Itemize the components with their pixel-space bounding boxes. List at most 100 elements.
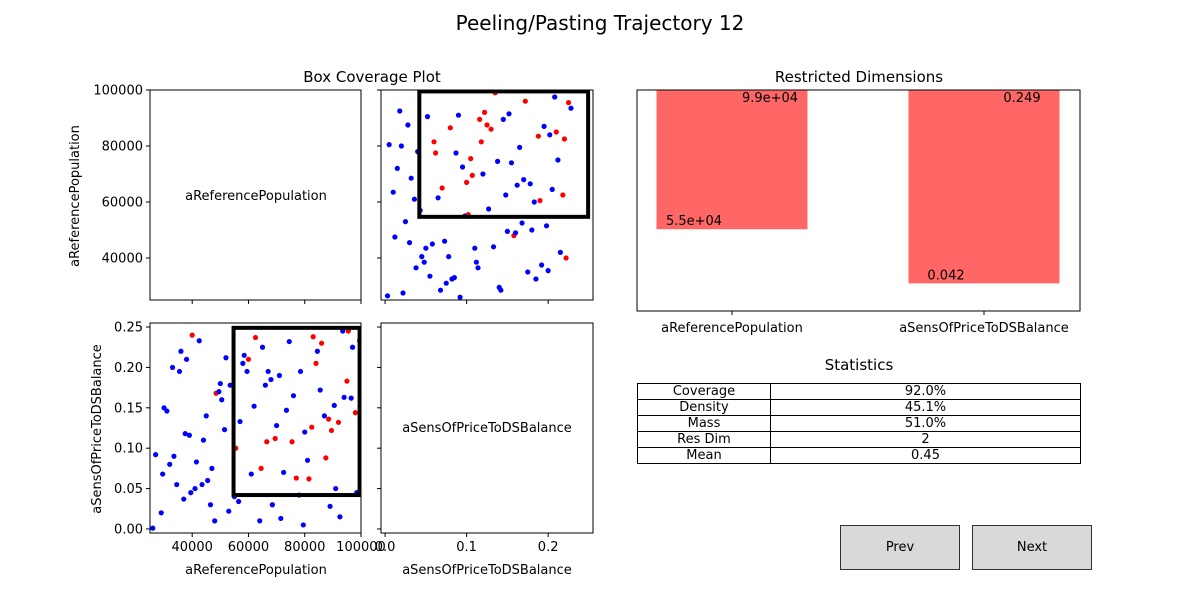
point-out-class	[209, 465, 215, 471]
y-tick-label: 0.25	[114, 321, 143, 336]
point-out-class	[297, 368, 304, 375]
x-tick-label: 0.0	[375, 540, 396, 555]
point-out-class	[217, 380, 223, 387]
point-out-class	[500, 116, 506, 122]
point-in-class	[560, 192, 566, 198]
point-out-class	[183, 356, 190, 362]
point-out-class	[158, 510, 164, 516]
point-out-class	[164, 408, 170, 414]
point-out-class	[405, 122, 411, 128]
point-in-class	[563, 255, 569, 261]
point-out-class	[555, 157, 561, 163]
stats-value: 45.1%	[770, 399, 1081, 416]
stats-row-density: Density 45.1%	[637, 399, 1081, 416]
point-in-class	[431, 139, 437, 145]
point-out-class	[341, 394, 347, 400]
point-in-class	[258, 465, 264, 471]
point-out-class	[174, 481, 180, 488]
point-out-class	[413, 265, 419, 271]
stats-label: Density	[637, 399, 771, 416]
point-out-class	[437, 287, 444, 293]
subplot-diagonal-sens: 0.0 0.1 0.2	[375, 322, 594, 555]
stats-value: 51.0%	[770, 415, 1081, 432]
point-out-class	[321, 413, 328, 419]
point-out-class	[521, 177, 527, 183]
x-tick-label: 0.2	[538, 540, 559, 555]
y-tick-label: 0.00	[114, 522, 143, 537]
point-out-class	[453, 150, 459, 156]
bar-lower-label: 5.5e+04	[666, 214, 722, 229]
box-coverage-title: Box Coverage Plot	[303, 68, 441, 86]
point-out-class	[181, 496, 187, 502]
x-tick-label: 80000	[284, 540, 325, 555]
y-axis-label-sens: aSensOfPriceToDSBalance	[90, 344, 105, 514]
point-out-class	[519, 220, 525, 226]
point-out-class	[188, 490, 194, 496]
x-tick-label: 100000	[336, 540, 386, 555]
point-out-class	[427, 273, 433, 279]
point-in-class	[313, 360, 319, 366]
axes-frame	[149, 89, 362, 301]
point-out-class	[400, 290, 406, 296]
y-tick-label: 0.05	[114, 482, 143, 497]
x-tick-label: 40000	[172, 540, 213, 555]
stats-row-mass: Mass 51.0%	[637, 415, 1081, 432]
point-in-class	[326, 416, 332, 422]
point-out-class	[397, 108, 403, 114]
point-in-class	[468, 156, 474, 162]
point-out-class	[543, 223, 550, 229]
point-out-class	[547, 132, 553, 138]
point-in-class	[264, 439, 270, 445]
subplot-sens-vs-population	[377, 89, 594, 304]
point-out-class	[531, 199, 537, 205]
point-out-class	[506, 111, 512, 117]
point-out-class	[281, 469, 287, 476]
bar-category-label: aReferencePopulation	[661, 321, 803, 336]
point-in-class	[537, 198, 543, 204]
point-out-class	[390, 189, 396, 195]
axes-frame	[380, 89, 594, 301]
point-out-class	[508, 160, 515, 166]
point-out-class	[327, 503, 333, 509]
bar-upper-label: 9.9e+04	[742, 91, 798, 106]
prev-button[interactable]: Prev	[840, 525, 960, 570]
point-out-class	[251, 403, 257, 409]
point-out-class	[178, 348, 184, 354]
point-out-class	[490, 244, 497, 250]
axes-frame	[636, 89, 1081, 312]
point-in-class	[488, 126, 494, 132]
point-out-class	[244, 368, 250, 375]
point-out-class	[216, 389, 222, 395]
point-out-class	[314, 348, 320, 354]
point-out-class	[153, 452, 159, 458]
point-out-class	[221, 427, 228, 433]
point-out-class	[480, 171, 486, 177]
point-out-class	[226, 508, 232, 514]
point-out-class	[525, 269, 531, 275]
point-in-class	[252, 334, 259, 341]
point-out-class	[512, 230, 519, 236]
point-out-class	[392, 234, 398, 240]
point-out-class	[552, 94, 558, 100]
stats-row-coverage: Coverage 92.0%	[637, 383, 1081, 400]
point-out-class	[459, 164, 466, 170]
point-in-class	[535, 133, 541, 139]
point-out-class	[349, 344, 356, 350]
point-in-class	[306, 476, 312, 482]
next-button[interactable]: Next	[972, 525, 1092, 570]
point-in-class	[319, 340, 325, 346]
point-out-class	[545, 268, 551, 274]
point-out-class	[223, 355, 229, 361]
point-in-class	[439, 185, 445, 191]
point-out-class	[317, 387, 323, 393]
point-out-class	[199, 481, 205, 488]
point-out-class	[150, 525, 156, 531]
point-out-class	[290, 393, 297, 399]
point-in-class	[481, 109, 488, 115]
point-out-class	[268, 376, 274, 383]
points-population-vs-sens	[150, 325, 361, 531]
restriction-box	[417, 90, 591, 219]
point-out-class	[259, 344, 266, 350]
axes-frame	[380, 322, 594, 534]
